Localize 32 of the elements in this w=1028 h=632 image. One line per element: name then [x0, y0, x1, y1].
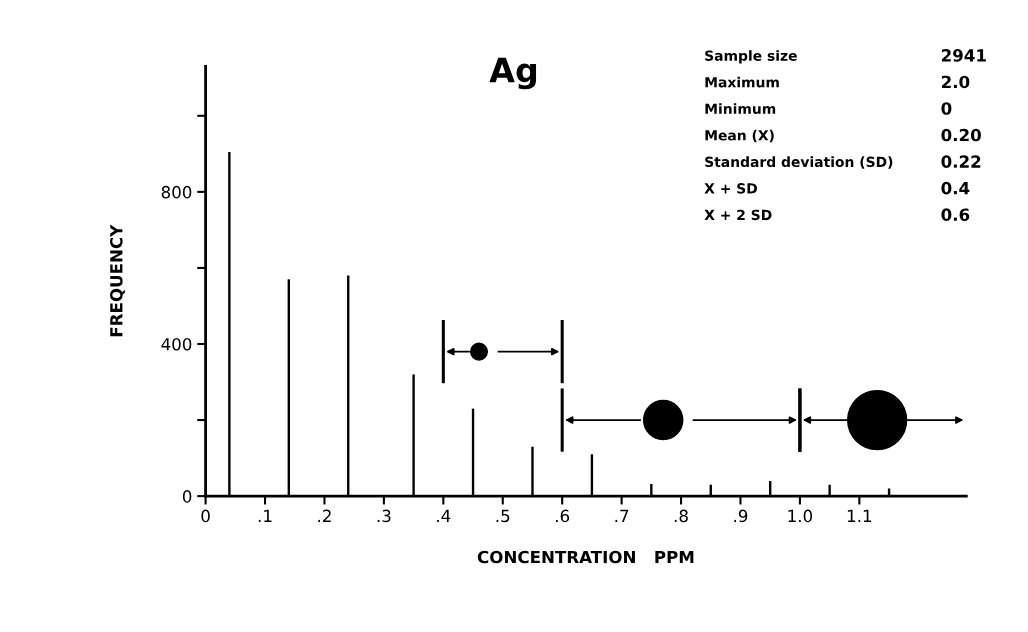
x-tick-label: .8	[674, 509, 688, 523]
annotation: 0.4	[941, 181, 970, 195]
x-tick-label: .5	[496, 509, 510, 523]
x-tick-label: .1	[258, 509, 272, 522]
annotation: Standard deviation (SD)	[705, 156, 893, 169]
y-tick-label: 400	[161, 337, 192, 351]
x-tick-label: 1.1	[847, 509, 872, 522]
annotation: 0.22	[941, 155, 981, 168]
x-tick-label: .2	[318, 509, 331, 522]
y-tick-label: 0	[182, 490, 192, 503]
annotation: Minimum	[705, 103, 776, 114]
annotation: X + SD	[704, 183, 757, 194]
y-axis-title: FREQUENCY	[110, 224, 125, 337]
y-tick-label: 800	[161, 185, 192, 199]
x-tick-label: .9	[734, 509, 748, 523]
x-tick-label: 0	[201, 509, 210, 523]
x-tick-label: 1.0	[788, 509, 813, 523]
text: Sample size	[705, 50, 797, 64]
text: 2941	[941, 49, 986, 62]
x-axis-title: CONCENTRATION PPM	[477, 550, 694, 564]
x-tick-label: .4	[437, 509, 451, 522]
annotation: 0	[941, 102, 952, 115]
x-tick-label: .6	[556, 509, 570, 523]
annotation: Maximum	[705, 76, 779, 88]
x-tick-label: .3	[377, 509, 391, 523]
annotation: 2.0	[941, 75, 970, 89]
annotation: 0.20	[941, 128, 981, 142]
chart-title: Ag	[489, 57, 537, 90]
x-tick-label: .7	[615, 509, 629, 522]
annotation: 0.6	[941, 208, 970, 221]
annotation: Mean (X)	[705, 129, 774, 143]
annotation: X + 2 SD	[704, 209, 772, 221]
